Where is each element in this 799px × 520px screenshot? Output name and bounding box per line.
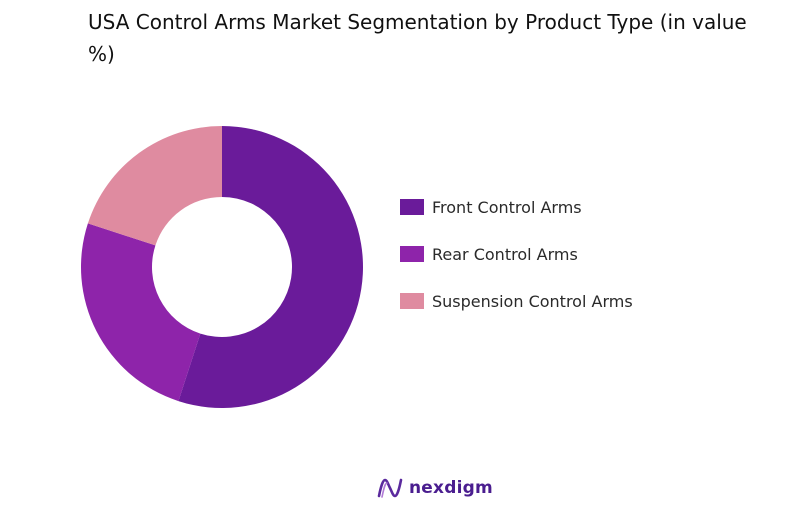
legend-label-rear: Rear Control Arms: [432, 244, 578, 264]
legend-item-suspension: Suspension Control Arms: [400, 286, 633, 316]
legend-item-front: Front Control Arms: [400, 192, 633, 222]
legend-label-front: Front Control Arms: [432, 197, 582, 217]
brand-name: nexdigm: [409, 478, 493, 498]
chart-title: USA Control Arms Market Segmentation by …: [88, 10, 747, 66]
legend-item-rear: Rear Control Arms: [400, 239, 633, 269]
legend-label-suspension: Suspension Control Arms: [432, 291, 633, 311]
donut-slice-rear: [81, 223, 201, 402]
donut-slices: [81, 125, 364, 408]
legend-swatch-rear: [400, 246, 424, 262]
nexdigm-logo-icon: [377, 478, 403, 498]
donut-slice-suspension: [87, 125, 222, 246]
donut-slice-front: [178, 126, 364, 408]
legend-swatch-suspension: [400, 293, 424, 309]
legend-swatch-front: [400, 199, 424, 215]
brand-logo: nexdigm: [376, 474, 493, 502]
chart-legend: Front Control Arms Rear Control Arms Sus…: [400, 192, 633, 333]
